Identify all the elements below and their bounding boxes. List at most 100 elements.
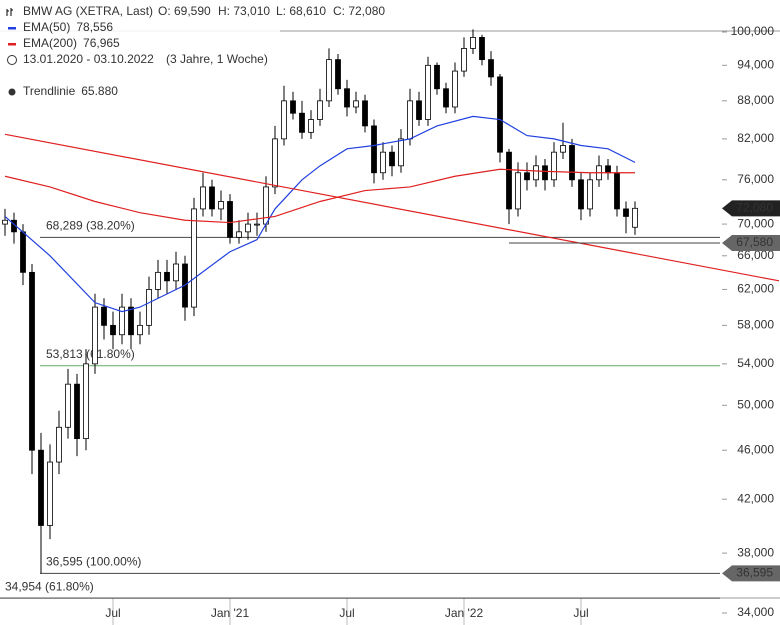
candle-body bbox=[128, 306, 134, 336]
y-tick-label: 70,000 bbox=[737, 216, 774, 230]
candle-body bbox=[407, 100, 413, 140]
candle-body bbox=[569, 145, 575, 181]
candle-body bbox=[218, 201, 224, 210]
candle-body bbox=[632, 207, 638, 228]
y-tick-label: 50,000 bbox=[737, 397, 774, 411]
candle-body bbox=[245, 223, 251, 233]
candle-body bbox=[308, 119, 314, 133]
ohlc: O: 69,590 bbox=[158, 4, 211, 18]
candle-body bbox=[506, 151, 512, 210]
candle-body bbox=[209, 186, 215, 210]
legend-swatch bbox=[8, 88, 16, 96]
candle-body bbox=[191, 208, 197, 308]
legend-bg bbox=[0, 0, 280, 86]
y-tick-label: 76,000 bbox=[737, 172, 774, 186]
candle-body bbox=[443, 88, 449, 108]
candle-body bbox=[74, 383, 80, 440]
price-tag bbox=[722, 200, 780, 217]
plot: 34,000 38,000 42,000 46,000 50,000 54,000 58,0… bbox=[0, 24, 780, 625]
candle-body bbox=[326, 59, 332, 102]
candle-body bbox=[299, 112, 305, 133]
y-tick-label: 42,000 bbox=[737, 491, 774, 505]
candle-body bbox=[227, 201, 233, 238]
candle-body bbox=[452, 70, 458, 108]
candle-body bbox=[488, 59, 494, 78]
candle-body bbox=[101, 306, 107, 326]
candle-body bbox=[587, 179, 593, 210]
fib-label: 34,954 (61.80%) bbox=[5, 579, 94, 593]
y-tick-label: 88,000 bbox=[737, 93, 774, 107]
candle-body bbox=[56, 426, 62, 463]
candle-body bbox=[281, 100, 287, 140]
legend-value: 65.880 bbox=[81, 84, 118, 98]
candle-body bbox=[92, 306, 98, 365]
candle-body bbox=[344, 88, 350, 108]
candle-body bbox=[542, 165, 548, 181]
candle-body bbox=[362, 100, 368, 127]
candle-body bbox=[20, 231, 26, 273]
x-tick-label: Jul bbox=[573, 606, 588, 620]
candle-body bbox=[317, 100, 323, 120]
candle-body bbox=[614, 172, 620, 210]
indicator-line bbox=[4, 133, 780, 282]
y-tick-label: 54,000 bbox=[737, 356, 774, 370]
y-tick-label: 34,000 bbox=[737, 605, 774, 619]
candle-body bbox=[290, 100, 296, 114]
candle-icon bbox=[6, 8, 13, 16]
candle-body bbox=[605, 165, 611, 174]
legend-value: 78,556 bbox=[76, 20, 113, 34]
indicator-line bbox=[4, 168, 635, 224]
candle-body bbox=[434, 64, 440, 90]
legend-name: EMA(50) bbox=[23, 20, 70, 34]
candle-body bbox=[461, 48, 467, 72]
candle-body bbox=[155, 271, 161, 290]
y-tick-label: 82,000 bbox=[737, 131, 774, 145]
legend-swatch bbox=[8, 43, 16, 46]
candle-body bbox=[371, 125, 377, 174]
candle-body bbox=[254, 223, 260, 226]
y-tick-label: 38,000 bbox=[737, 545, 774, 559]
candle-body bbox=[137, 324, 143, 336]
y-tick-label: 100,000 bbox=[731, 24, 775, 38]
candle-body bbox=[380, 151, 386, 174]
candle-body bbox=[398, 138, 404, 167]
candle-body bbox=[263, 186, 269, 225]
price-tag-label: 67,580 bbox=[736, 235, 773, 249]
candle-body bbox=[2, 219, 8, 225]
candle-body bbox=[119, 306, 125, 336]
candle-body bbox=[173, 263, 179, 282]
candle-body bbox=[83, 363, 89, 440]
candle-body bbox=[623, 208, 629, 217]
candle-body bbox=[524, 172, 530, 181]
candle-body bbox=[29, 271, 35, 451]
candle-body bbox=[200, 186, 206, 210]
candle-body bbox=[164, 271, 170, 282]
candle-body bbox=[38, 449, 44, 526]
y-tick-label: 46,000 bbox=[737, 442, 774, 456]
candle-body bbox=[47, 461, 53, 526]
legend-swatch bbox=[8, 27, 16, 30]
candle-body bbox=[416, 100, 422, 120]
price-tag-label: 72,080 bbox=[736, 200, 773, 214]
candle-body bbox=[272, 138, 278, 188]
fib-label: 53,813 (61.80%) bbox=[46, 347, 135, 361]
candle-body bbox=[236, 231, 242, 238]
ohlc: H: 73,010 bbox=[218, 4, 270, 18]
fib-label: 68,289 (38.20%) bbox=[46, 219, 135, 233]
candle-body bbox=[578, 179, 584, 210]
candle-body bbox=[353, 100, 359, 108]
candle-body bbox=[470, 37, 476, 49]
ohlc: C: 72,080 bbox=[333, 4, 385, 18]
legend-value: 76,965 bbox=[83, 36, 120, 50]
legend: BMW AG (XETRA, Last) O: 69,590 H: 73,010… bbox=[0, 0, 385, 86]
ohlc: L: 68,610 bbox=[276, 4, 326, 18]
indicator-line bbox=[4, 115, 636, 313]
title: BMW AG (XETRA, Last) bbox=[23, 4, 153, 18]
candle-body bbox=[533, 165, 539, 181]
legend-name: Trendlinie bbox=[23, 84, 76, 98]
x-tick-label: Jan '21 bbox=[211, 606, 250, 620]
period: 13.01.2020 - 03.10.2022 bbox=[23, 52, 154, 66]
candle-body bbox=[560, 145, 566, 153]
x-tick-label: Jan '22 bbox=[445, 606, 484, 620]
